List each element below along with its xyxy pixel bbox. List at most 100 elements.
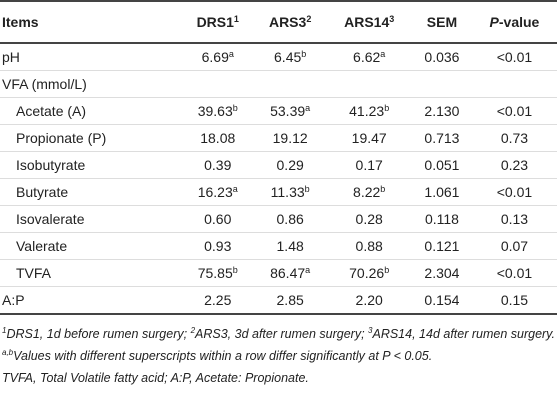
table-cell: 6.62a bbox=[326, 43, 413, 71]
table-cell: 0.73 bbox=[471, 124, 557, 152]
cell-superscript: a bbox=[305, 265, 311, 275]
column-header: DRS11 bbox=[181, 0, 254, 44]
table-cell: 75.85b bbox=[181, 259, 254, 287]
cell-value: 1.48 bbox=[276, 238, 304, 254]
cell-value: 2.304 bbox=[424, 265, 460, 281]
cell-value: 0.118 bbox=[424, 211, 459, 227]
row-label: pH bbox=[0, 43, 182, 71]
cell-superscript: b bbox=[304, 184, 310, 194]
cell-value: 6.69 bbox=[201, 49, 229, 65]
cell-value: 0.60 bbox=[204, 211, 232, 227]
row-label: Propionate (P) bbox=[0, 124, 182, 152]
cell-value: 0.28 bbox=[355, 211, 383, 227]
cell-superscript: b bbox=[384, 103, 390, 113]
header-text: ARS3 bbox=[268, 14, 307, 30]
table-cell: 0.23 bbox=[471, 151, 557, 179]
table-cell: 1.48 bbox=[253, 232, 327, 260]
table-cell: 86.47a bbox=[253, 259, 327, 287]
cell-superscript: b bbox=[232, 103, 238, 113]
footnote-text: ARS14, 14d after rumen surgery. bbox=[372, 327, 555, 341]
column-header: ARS32 bbox=[253, 0, 327, 44]
cell-value: 16.23 bbox=[197, 184, 233, 200]
table-body: pH 6.69a 6.45b 6.62a 0.036 <0.01 VFA (mmol/L) A… bbox=[0, 43, 557, 315]
footnotes: 1DRS1, 1d before rumen surgery; 2ARS3, 3… bbox=[0, 325, 557, 387]
table-cell: 18.08 bbox=[181, 124, 254, 152]
row-label: Isovalerate bbox=[0, 205, 182, 233]
footnote-text: DRS1, 1d before rumen surgery; bbox=[6, 327, 191, 341]
column-header: P-value bbox=[471, 0, 557, 44]
footnote: 1DRS1, 1d before rumen surgery; 2ARS3, 3… bbox=[2, 325, 557, 343]
cell-value: 0.15 bbox=[500, 292, 529, 308]
cell-superscript: b bbox=[380, 184, 386, 194]
header-italic: P bbox=[489, 14, 499, 30]
row-label: Isobutyrate bbox=[0, 151, 182, 179]
table-cell: 2.25 bbox=[181, 286, 254, 315]
cell-superscript: b bbox=[301, 49, 307, 59]
table-cell: <0.01 bbox=[471, 178, 557, 206]
header-superscript: 2 bbox=[306, 14, 312, 24]
table-cell: 0.39 bbox=[181, 151, 254, 179]
cell-value: 2.25 bbox=[204, 292, 232, 308]
footnote: TVFA, Total Volatile fatty acid; A:P, Ac… bbox=[2, 369, 557, 387]
footnote-superscript: 3 bbox=[368, 326, 373, 335]
table-row: pH 6.69a 6.45b 6.62a 0.036 <0.01 bbox=[0, 43, 557, 71]
header-text: ARS14 bbox=[344, 14, 390, 30]
cell-value: 75.85 bbox=[197, 265, 233, 281]
cell-value: 0.051 bbox=[424, 157, 460, 173]
cell-value: 0.73 bbox=[500, 130, 529, 146]
table-cell: 0.17 bbox=[326, 151, 413, 179]
table-cell: 2.304 bbox=[412, 259, 472, 287]
footnote-superscript: 2 bbox=[190, 326, 196, 335]
row-label: VFA (mmol/L) bbox=[0, 70, 182, 98]
table-cell: 0.118 bbox=[412, 205, 472, 233]
table-cell: 53.39a bbox=[253, 97, 327, 125]
table-cell: 0.051 bbox=[412, 151, 472, 179]
cell-value: 53.39 bbox=[270, 103, 306, 119]
table-row: A:P 2.25 2.85 2.20 0.154 0.15 bbox=[0, 286, 557, 315]
cell-value: 0.86 bbox=[276, 211, 304, 227]
footnote-text: TVFA, Total Volatile fatty acid; A:P, Ac… bbox=[2, 371, 309, 385]
table-cell: 16.23a bbox=[181, 178, 254, 206]
cell-value: 0.17 bbox=[355, 157, 383, 173]
table-cell: 1.061 bbox=[412, 178, 472, 206]
table-row: Isovalerate 0.60 0.86 0.28 0.118 0.13 bbox=[0, 205, 557, 233]
cell-value: 2.85 bbox=[276, 292, 304, 308]
footnote-superscript: a,b bbox=[2, 348, 14, 357]
cell-value: <0.01 bbox=[496, 49, 533, 65]
table-cell: 0.154 bbox=[412, 286, 472, 315]
cell-value: 0.88 bbox=[355, 238, 383, 254]
cell-value: 0.39 bbox=[204, 157, 232, 173]
cell-value: <0.01 bbox=[496, 265, 533, 281]
cell-value: 18.08 bbox=[200, 130, 236, 146]
cell-value: <0.01 bbox=[496, 103, 533, 119]
table-cell: 0.60 bbox=[181, 205, 254, 233]
row-label: A:P bbox=[0, 286, 182, 315]
table-row: VFA (mmol/L) bbox=[0, 70, 557, 98]
cell-value: <0.01 bbox=[496, 184, 533, 200]
empty-cell bbox=[412, 70, 472, 98]
cell-superscript: a bbox=[380, 49, 386, 59]
table-row: Valerate 0.93 1.48 0.88 0.121 0.07 bbox=[0, 232, 557, 260]
table-cell: 19.12 bbox=[253, 124, 327, 152]
table-cell: 41.23b bbox=[326, 97, 413, 125]
cell-value: 0.93 bbox=[204, 238, 232, 254]
cell-value: 0.154 bbox=[424, 292, 460, 308]
table-cell: <0.01 bbox=[471, 97, 557, 125]
header-row: Items DRS11 ARS32 ARS143 SEM P-value bbox=[0, 0, 557, 44]
cell-value: 6.45 bbox=[274, 49, 302, 65]
footnote: a,bValues with different superscripts wi… bbox=[2, 347, 557, 365]
cell-value: 41.23 bbox=[349, 103, 385, 119]
cell-value: 8.22 bbox=[353, 184, 381, 200]
table-cell: 0.13 bbox=[471, 205, 557, 233]
table-row: TVFA 75.85b 86.47a 70.26b 2.304 <0.01 bbox=[0, 259, 557, 287]
table-cell: 0.88 bbox=[326, 232, 413, 260]
empty-cell bbox=[181, 70, 254, 98]
header-text: -value bbox=[498, 14, 540, 30]
header-superscript: 3 bbox=[389, 14, 395, 24]
row-label: Butyrate bbox=[0, 178, 182, 206]
table-cell: 39.63b bbox=[181, 97, 254, 125]
cell-value: 0.07 bbox=[500, 238, 529, 254]
table-cell: 70.26b bbox=[326, 259, 413, 287]
cell-value: 39.63 bbox=[197, 103, 233, 119]
